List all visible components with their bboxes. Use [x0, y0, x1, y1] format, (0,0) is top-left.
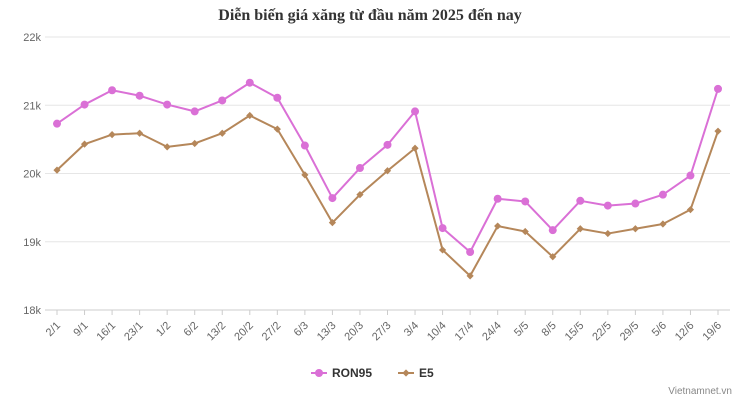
data-point[interactable]	[521, 227, 529, 236]
data-point[interactable]	[548, 226, 557, 235]
x-tick-label: 13/2	[205, 320, 229, 344]
x-tick-label: 5/6	[650, 320, 669, 339]
data-point[interactable]	[411, 144, 419, 152]
data-point[interactable]	[273, 125, 281, 133]
x-tick-label: 16/1	[95, 320, 119, 344]
data-point[interactable]	[383, 167, 392, 175]
data-point[interactable]	[300, 141, 309, 150]
x-tick-label: 6/2	[182, 320, 201, 339]
legend-label: E5	[419, 366, 434, 380]
x-tick-label: 29/5	[618, 320, 642, 344]
data-point[interactable]	[383, 140, 392, 149]
data-point[interactable]	[245, 78, 254, 87]
data-point[interactable]	[686, 171, 695, 180]
data-point[interactable]	[411, 107, 420, 116]
data-point[interactable]	[218, 96, 227, 105]
data-point[interactable]	[466, 272, 474, 280]
data-point[interactable]	[191, 139, 199, 148]
x-tick-label: 22/5	[590, 320, 614, 344]
chart-title: Diễn biến giá xăng từ đầu năm 2025 đến n…	[218, 7, 522, 24]
data-point[interactable]	[466, 247, 475, 256]
data-point[interactable]	[438, 246, 447, 254]
x-tick-label: 20/2	[232, 320, 256, 344]
y-tick-label: 21k	[23, 100, 41, 112]
data-point[interactable]	[714, 127, 722, 135]
legend-marker	[402, 369, 410, 377]
x-tick-label: 15/5	[563, 320, 587, 344]
data-point[interactable]	[438, 224, 447, 233]
x-tick-label: 13/3	[315, 320, 339, 344]
y-tick-label: 18k	[23, 305, 41, 317]
data-point[interactable]	[631, 225, 639, 233]
x-tick-label: 20/3	[342, 320, 366, 344]
data-point[interactable]	[604, 229, 612, 238]
data-point[interactable]	[576, 196, 585, 205]
x-tick-label: 6/3	[292, 320, 311, 339]
x-tick-label: 19/6	[700, 320, 724, 344]
data-point[interactable]	[80, 100, 89, 109]
x-tick-label: 10/4	[425, 320, 449, 344]
data-point[interactable]	[80, 140, 89, 148]
data-point[interactable]	[218, 129, 226, 137]
data-point[interactable]	[246, 111, 254, 120]
x-tick-label: 27/2	[260, 320, 284, 344]
data-point[interactable]	[108, 86, 117, 95]
x-tick-label: 27/3	[370, 320, 394, 344]
data-point[interactable]	[686, 206, 695, 214]
data-point[interactable]	[658, 190, 667, 199]
data-point[interactable]	[108, 130, 116, 139]
data-point[interactable]	[53, 119, 61, 128]
data-point[interactable]	[521, 197, 530, 206]
data-point[interactable]	[190, 107, 199, 116]
y-tick-label: 19k	[23, 237, 41, 249]
series-e5	[53, 111, 722, 280]
x-tick-label: 2/1	[44, 320, 63, 339]
series-layer	[53, 78, 722, 280]
legend-item-e5[interactable]: E5	[398, 366, 434, 380]
x-tick-label: 8/5	[540, 320, 559, 339]
x-tick-label: 5/5	[512, 320, 531, 339]
data-point[interactable]	[356, 191, 364, 199]
data-point[interactable]	[493, 194, 502, 203]
legend[interactable]: RON95 E5	[311, 366, 434, 380]
data-point[interactable]	[576, 225, 584, 233]
data-point[interactable]	[53, 166, 61, 174]
x-tick-label: 9/1	[71, 320, 90, 339]
y-axis: 18k 19k 20k 21k 22k	[23, 32, 41, 317]
legend-marker	[315, 369, 323, 377]
data-point[interactable]	[163, 143, 171, 151]
x-axis: 2/1 9/1 16/1 23/1 1/2 6/2 13/2 20/2 27/2 6/3 13/3 2…	[44, 310, 724, 343]
data-point[interactable]	[163, 100, 172, 109]
data-point[interactable]	[631, 199, 640, 208]
y-tick-label: 20k	[23, 169, 41, 181]
data-point[interactable]	[355, 164, 364, 173]
data-point[interactable]	[714, 84, 722, 93]
data-point[interactable]	[328, 219, 337, 227]
data-point[interactable]	[136, 129, 144, 137]
data-point[interactable]	[659, 220, 667, 228]
series-line	[56, 114, 719, 277]
x-tick-label: 17/4	[453, 320, 477, 344]
x-tick-label: 3/4	[402, 320, 421, 339]
x-tick-label: 1/2	[154, 320, 173, 339]
data-point[interactable]	[301, 171, 309, 179]
legend-item-ron95[interactable]: RON95	[311, 366, 372, 380]
data-point[interactable]	[135, 91, 144, 100]
data-point[interactable]	[549, 253, 557, 261]
data-point[interactable]	[494, 222, 502, 230]
y-tick-label: 22k	[23, 32, 41, 44]
series-ron95	[53, 78, 722, 256]
source-credit: Vietnamnet.vn	[668, 386, 732, 397]
x-tick-label: 23/1	[122, 320, 146, 344]
x-tick-label: 24/4	[480, 320, 504, 344]
legend-label: RON95	[332, 366, 372, 380]
x-tick-label: 12/6	[673, 320, 697, 344]
data-point[interactable]	[273, 93, 282, 102]
data-point[interactable]	[603, 201, 612, 210]
data-point[interactable]	[328, 194, 337, 203]
